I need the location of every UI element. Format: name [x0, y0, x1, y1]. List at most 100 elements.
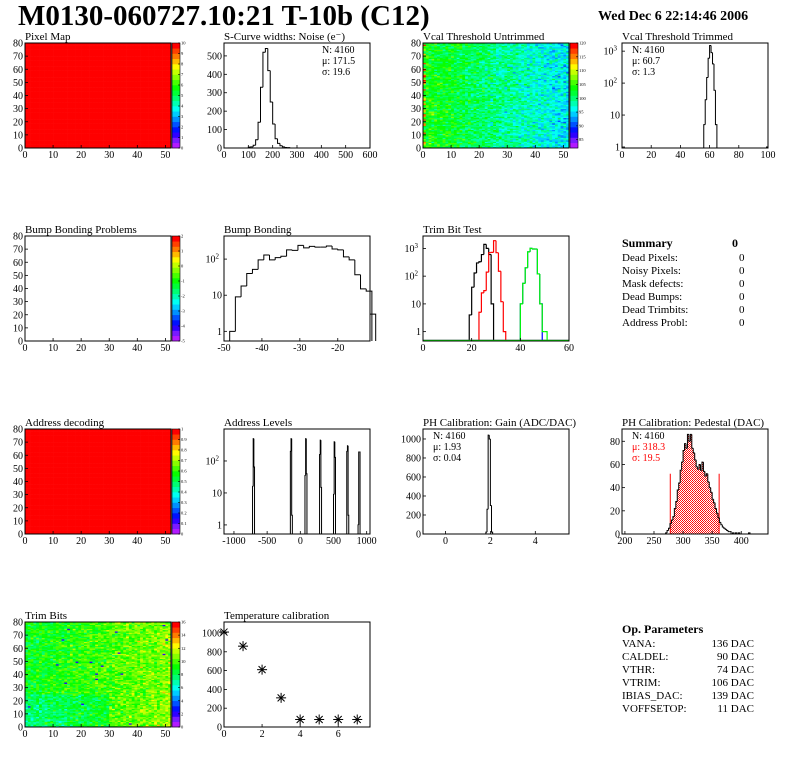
heatmap-cell — [36, 133, 40, 136]
heatmap-cell — [36, 53, 40, 56]
heatmap-cell — [25, 78, 29, 81]
heatmap-cell — [33, 137, 37, 140]
heatmap-cell — [36, 128, 40, 130]
heatmap-cell — [41, 92, 45, 95]
heatmap-cell — [30, 90, 34, 92]
heatmap-cell — [25, 82, 29, 84]
heatmap-cell — [36, 100, 40, 103]
heatmap-cell — [33, 87, 37, 90]
heatmap-cell — [44, 116, 48, 119]
heatmap-cell — [41, 134, 45, 137]
heatmap-cell — [25, 75, 29, 78]
heatmap-cell — [39, 104, 43, 107]
heatmap-cell — [30, 91, 34, 94]
heatmap-cell — [41, 136, 45, 138]
y-tick-label: 10 — [13, 130, 23, 141]
heatmap-cell — [25, 137, 29, 140]
heatmap-cell — [33, 141, 37, 144]
heatmap-cell — [44, 58, 48, 61]
heatmap-cell — [33, 121, 37, 124]
heatmap-cell — [27, 104, 31, 107]
heatmap-cell — [30, 50, 34, 53]
heatmap-cell — [25, 56, 29, 58]
heatmap-cell — [36, 52, 40, 54]
heatmap-cell — [36, 146, 40, 149]
heatmap-cell — [27, 46, 31, 49]
heatmap-cell — [44, 65, 48, 67]
heatmap-cell — [36, 130, 40, 133]
heatmap-cell — [41, 86, 45, 88]
heatmap-cell — [30, 94, 34, 96]
heatmap-cell — [36, 134, 40, 137]
heatmap-cell — [30, 70, 34, 73]
heatmap-cell — [27, 102, 31, 104]
heatmap-cell — [36, 109, 40, 112]
heatmap-cell — [41, 61, 45, 63]
heatmap-cell — [44, 75, 48, 78]
heatmap-cell — [41, 141, 45, 144]
heatmap-cell — [33, 116, 37, 119]
hist-bin — [260, 86, 263, 123]
heatmap-cell — [27, 65, 31, 67]
heatmap-cell — [25, 88, 29, 91]
heatmap-cell — [30, 82, 34, 84]
heatmap-cell — [44, 102, 48, 104]
hist-bin — [269, 70, 273, 103]
heatmap-cell — [30, 87, 34, 90]
heatmap-cell — [25, 57, 29, 60]
heatmap-cell — [27, 99, 31, 102]
heatmap-cell — [25, 81, 29, 83]
heatmap-cell — [39, 78, 43, 81]
heatmap-cell — [44, 49, 48, 52]
heatmap-cell — [27, 44, 31, 46]
heatmap-cell — [25, 127, 29, 129]
heatmap-cell — [39, 58, 43, 61]
heatmap-cell — [39, 91, 43, 94]
heatmap-cell — [27, 112, 31, 115]
heatmap-cell — [47, 142, 51, 145]
heatmap-cell — [39, 57, 43, 60]
heatmap-cell — [33, 85, 37, 87]
heatmap-cell — [41, 48, 45, 50]
heatmap-cell — [33, 50, 37, 53]
heatmap-cell — [30, 45, 34, 48]
heatmap-cell — [41, 144, 45, 146]
palette-swatch — [172, 95, 180, 102]
heatmap-cell — [36, 85, 40, 87]
hist-bin — [272, 101, 276, 125]
heatmap-cell — [44, 128, 48, 130]
heatmap-cell — [44, 138, 48, 141]
heatmap-cell — [33, 102, 37, 104]
heatmap-cell — [47, 140, 51, 142]
y-tick-label: 0 — [217, 144, 222, 155]
heatmap-cell — [36, 57, 40, 60]
heatmap-cell — [41, 109, 45, 112]
heatmap-cell — [30, 61, 34, 63]
heatmap-cell — [39, 115, 43, 117]
heatmap-cell — [25, 141, 29, 144]
heatmap-cell — [25, 117, 29, 120]
heatmap-cell — [47, 119, 51, 121]
palette-tick-label: 6 — [181, 83, 184, 88]
palette-tick-label: 3 — [181, 114, 184, 119]
heatmap-cell — [27, 81, 31, 83]
heatmap-cell — [25, 109, 29, 112]
heatmap-cell — [47, 145, 51, 147]
heatmap-cell — [25, 142, 29, 145]
heatmap-cell — [33, 56, 37, 58]
heatmap-cell — [44, 141, 48, 144]
heatmap-cell — [30, 138, 34, 141]
heatmap-cell — [36, 119, 40, 121]
heatmap-cell — [41, 102, 45, 104]
heatmap-cell — [33, 92, 37, 95]
heatmap-cell — [44, 127, 48, 129]
heatmap-cell — [36, 77, 40, 79]
heatmap-cell — [44, 66, 48, 69]
x-tick-label: 300 — [290, 150, 305, 161]
heatmap-cell — [41, 120, 45, 123]
heatmap-cell — [27, 141, 31, 144]
heatmap-cell — [30, 145, 34, 147]
heatmap-cell — [39, 79, 43, 82]
heatmap-cell — [25, 132, 29, 134]
heatmap-cell — [30, 57, 34, 60]
